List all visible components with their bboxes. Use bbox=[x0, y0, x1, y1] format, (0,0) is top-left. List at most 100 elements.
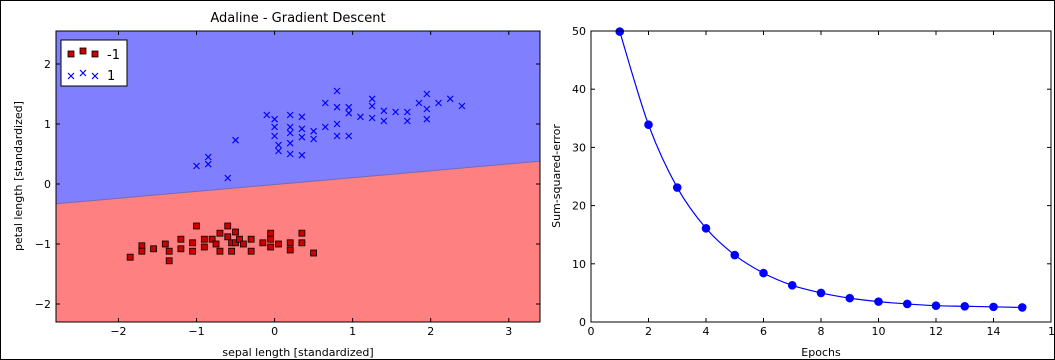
scatter-x-tick-label: 2 bbox=[427, 325, 434, 338]
error-x-tick-label: 16 bbox=[1048, 325, 1055, 338]
scatter-point-class-minus-1 bbox=[236, 235, 243, 243]
scatter-point-class-1 bbox=[403, 117, 411, 125]
scatter-point-class-1 bbox=[298, 125, 306, 133]
legend-square-marker bbox=[67, 50, 75, 58]
error-x-axis-label: Epochs bbox=[801, 346, 841, 359]
legend-x-marker bbox=[79, 69, 87, 77]
scatter-point-class-1 bbox=[298, 133, 306, 141]
scatter-point-class-minus-1 bbox=[200, 235, 208, 243]
scatter-point-class-minus-1 bbox=[267, 229, 275, 237]
scatter-plot-area bbox=[55, 30, 541, 323]
scatter-point-class-1 bbox=[204, 160, 212, 168]
scatter-point-class-minus-1 bbox=[275, 240, 282, 248]
error-data-point bbox=[730, 250, 740, 260]
scatter-point-class-1 bbox=[224, 174, 232, 182]
error-data-point bbox=[787, 281, 797, 290]
legend: -1 1 bbox=[60, 39, 128, 87]
region-class-minus-1 bbox=[56, 161, 540, 322]
scatter-point-class-1 bbox=[298, 151, 306, 159]
error-data-point bbox=[816, 288, 826, 298]
scatter-x-tick-label: −2 bbox=[110, 325, 126, 338]
legend-square-markers bbox=[67, 47, 99, 58]
scatter-point-class-1 bbox=[423, 90, 431, 98]
scatter-point-class-minus-1 bbox=[216, 247, 224, 255]
scatter-point-class-1 bbox=[368, 102, 376, 110]
scatter-point-class-1 bbox=[423, 115, 431, 123]
scatter-point-class-1 bbox=[275, 141, 282, 149]
error-data-point bbox=[672, 183, 682, 192]
error-data-point bbox=[845, 293, 855, 303]
scatter-point-class-1 bbox=[321, 99, 329, 107]
error-y-tick-label: 20 bbox=[572, 200, 586, 213]
legend-x-marker bbox=[67, 72, 75, 80]
scatter-point-class-minus-1 bbox=[208, 235, 216, 243]
scatter-point-class-minus-1 bbox=[150, 245, 157, 253]
error-ticks: 0 2 4 6 8 10 12 14 16 0 10 20 30 40 50 bbox=[572, 25, 1055, 338]
scatter-point-class-1 bbox=[368, 95, 376, 103]
scatter-point-class-1 bbox=[357, 113, 364, 121]
scatter-point-class-1 bbox=[271, 115, 279, 123]
scatter-point-class-minus-1 bbox=[259, 239, 267, 247]
scatter-point-class-minus-1 bbox=[212, 240, 220, 248]
scatter-x-tick-label: 3 bbox=[505, 325, 512, 338]
scatter-point-class-minus-1 bbox=[247, 247, 255, 255]
scatter-point-class-minus-1 bbox=[189, 247, 197, 255]
scatter-title: Adaline - Gradient Descent bbox=[210, 11, 385, 26]
scatter-point-class-minus-1 bbox=[247, 235, 255, 243]
error-panel: 0 2 4 6 8 10 12 14 16 0 10 20 30 40 50 Epochs Sum-squa… bbox=[550, 25, 1055, 359]
error-data-point bbox=[644, 120, 653, 130]
scatter-point-class-1 bbox=[286, 123, 294, 131]
scatter-y-axis-label: petal length [standardized] bbox=[12, 101, 25, 251]
scatter-point-class-minus-1 bbox=[138, 247, 146, 255]
error-data-point bbox=[989, 302, 998, 312]
scatter-point-class-1 bbox=[380, 117, 388, 125]
scatter-point-class-1 bbox=[333, 103, 341, 111]
scatter-point-class-minus-1 bbox=[267, 243, 275, 251]
scatter-x-tick-label: 1 bbox=[349, 325, 356, 338]
scatter-point-class-1 bbox=[263, 111, 271, 119]
error-x-tick-label: 14 bbox=[987, 325, 1001, 338]
scatter-point-class-minus-1 bbox=[298, 229, 306, 237]
error-plot-background bbox=[591, 31, 1051, 322]
scatter-point-class-1 bbox=[345, 132, 353, 140]
scatter-y-tick-label: 2 bbox=[44, 58, 51, 71]
scatter-point-class-minus-1 bbox=[177, 245, 185, 253]
legend-label-1: 1 bbox=[107, 69, 115, 84]
error-data-point bbox=[701, 223, 711, 233]
scatter-point-class-1 bbox=[333, 132, 341, 140]
scatter-point-class-minus-1 bbox=[286, 239, 294, 247]
scatter-point-class-1 bbox=[392, 108, 400, 116]
scatter-y-tick-label: −1 bbox=[35, 238, 51, 251]
scatter-point-class-minus-1 bbox=[189, 239, 197, 247]
error-x-tick-label: 2 bbox=[645, 325, 652, 338]
scatter-point-class-1 bbox=[458, 102, 466, 110]
scatter-point-class-1 bbox=[286, 129, 294, 137]
scatter-point-class-1 bbox=[345, 109, 353, 117]
scatter-point-class-minus-1 bbox=[165, 247, 173, 255]
scatter-point-class-1 bbox=[204, 153, 212, 161]
error-data-point bbox=[1017, 303, 1027, 312]
scatter-point-class-1 bbox=[271, 132, 279, 140]
scatter-point-class-1 bbox=[415, 99, 423, 107]
scatter-point-class-minus-1 bbox=[193, 222, 200, 230]
scatter-panel: −2 −1 0 1 2 3 −2 −1 0 1 2 Adaline - Gradient Desce… bbox=[12, 11, 541, 359]
scatter-point-class-1 bbox=[446, 95, 454, 103]
scatter-y-tick-label: 0 bbox=[44, 178, 51, 191]
scatter-point-class-1 bbox=[310, 127, 318, 135]
scatter-point-class-minus-1 bbox=[224, 222, 232, 230]
scatter-point-class-minus-1 bbox=[177, 235, 185, 243]
error-y-tick-label: 10 bbox=[572, 258, 586, 271]
scatter-point-class-minus-1 bbox=[286, 246, 294, 254]
legend-square-marker bbox=[91, 50, 99, 58]
error-x-tick-label: 10 bbox=[872, 325, 886, 338]
decision-boundary-line bbox=[56, 160, 540, 205]
error-y-tick-label: 0 bbox=[579, 316, 586, 329]
scatter-x-tick-label: 0 bbox=[271, 325, 278, 338]
scatter-point-class-1 bbox=[298, 113, 306, 121]
scatter-point-class-1 bbox=[345, 103, 353, 111]
scatter-marks bbox=[126, 87, 466, 265]
scatter-point-class-1 bbox=[232, 136, 239, 144]
error-x-tick-label: 12 bbox=[929, 325, 943, 338]
error-data-point bbox=[759, 268, 768, 278]
